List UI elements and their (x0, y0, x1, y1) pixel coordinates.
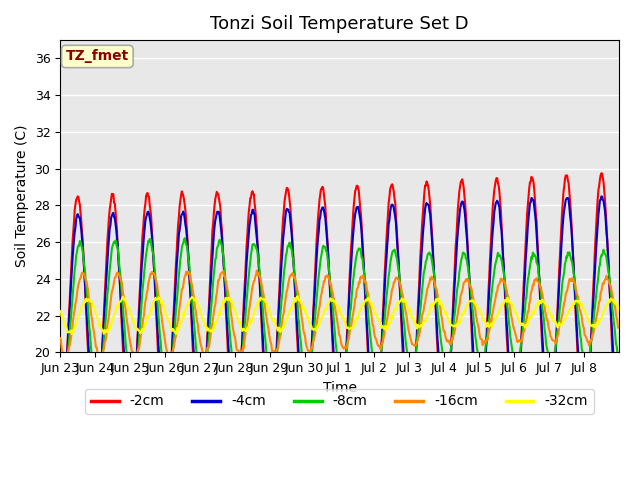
-8cm (615, 357, 623, 362)
X-axis label: Time: Time (323, 381, 356, 395)
Line: -16cm: -16cm (60, 271, 619, 359)
-32cm (122, 299, 129, 304)
Line: -4cm: -4cm (60, 196, 619, 417)
-2cm (598, 170, 605, 176)
-2cm (615, 426, 623, 432)
Title: Tonzi Soil Temperature Set D: Tonzi Soil Temperature Set D (210, 15, 469, 33)
-8cm (181, 235, 189, 241)
-4cm (225, 344, 232, 349)
-8cm (399, 305, 406, 311)
-2cm (398, 331, 406, 336)
-8cm (253, 251, 261, 256)
Line: -2cm: -2cm (60, 173, 619, 435)
-16cm (253, 268, 260, 274)
-8cm (56, 379, 64, 384)
-2cm (56, 432, 64, 437)
-2cm (123, 406, 131, 411)
-16cm (399, 291, 406, 297)
-4cm (252, 228, 260, 234)
-2cm (92, 432, 100, 438)
-4cm (429, 242, 436, 248)
-32cm (399, 296, 406, 302)
-32cm (253, 304, 260, 310)
Text: TZ_fmet: TZ_fmet (66, 49, 129, 63)
-4cm (615, 413, 623, 419)
-2cm (429, 251, 437, 257)
-16cm (615, 324, 623, 330)
-16cm (95, 356, 103, 362)
-4cm (598, 193, 605, 199)
-32cm (172, 331, 180, 337)
-4cm (397, 304, 405, 310)
-8cm (275, 334, 282, 339)
Y-axis label: Soil Temperature (C): Soil Temperature (C) (15, 125, 29, 267)
-16cm (225, 296, 233, 301)
-16cm (253, 272, 261, 278)
-16cm (430, 278, 438, 284)
Line: -32cm: -32cm (60, 296, 619, 334)
-32cm (430, 301, 438, 307)
-32cm (225, 295, 233, 300)
-4cm (122, 379, 129, 384)
-8cm (58, 389, 66, 395)
-32cm (615, 307, 623, 312)
-8cm (123, 348, 131, 354)
-2cm (253, 225, 260, 231)
-8cm (226, 331, 234, 336)
Legend: -2cm, -4cm, -8cm, -16cm, -32cm: -2cm, -4cm, -8cm, -16cm, -32cm (85, 389, 594, 414)
-32cm (274, 328, 282, 334)
-8cm (430, 270, 438, 276)
-16cm (123, 314, 131, 320)
-4cm (273, 339, 281, 345)
-2cm (225, 372, 233, 378)
-16cm (275, 341, 282, 347)
Line: -8cm: -8cm (60, 238, 619, 392)
-2cm (274, 316, 282, 322)
-16cm (56, 335, 64, 341)
-32cm (56, 308, 64, 314)
-4cm (56, 414, 64, 420)
-32cm (294, 293, 301, 299)
